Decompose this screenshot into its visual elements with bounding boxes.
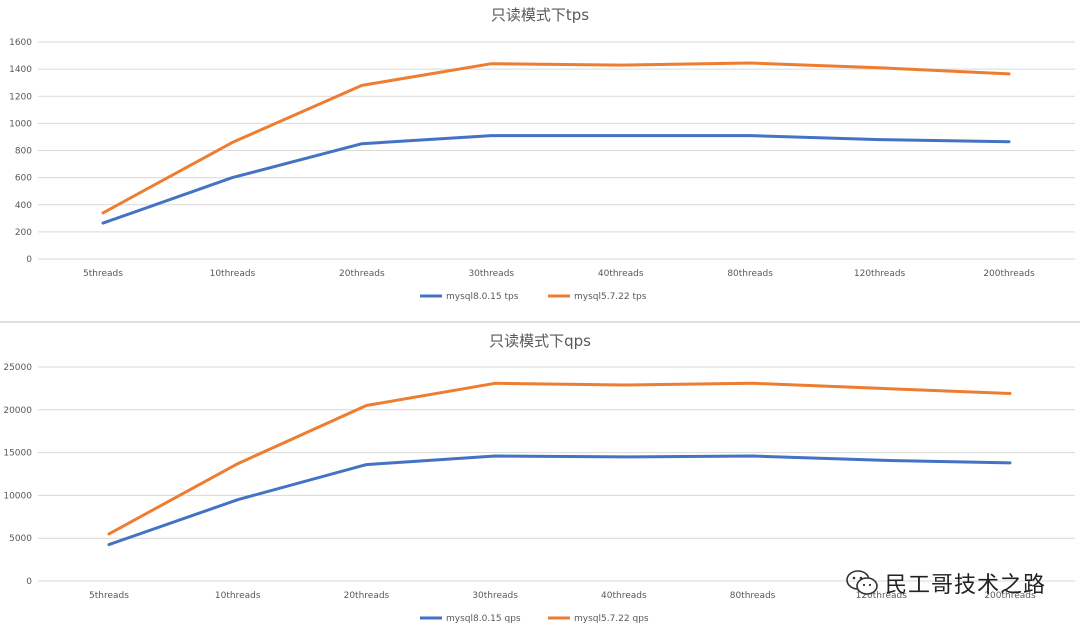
tps-chart: 只读模式下tps 0 200 400 600 800 1000 1200 1400 1600 5th… — [9, 6, 1075, 302]
x-tick-label: 120threads — [854, 269, 906, 279]
x-tick-label: 120threads — [856, 591, 908, 601]
x-tick-label: 20threads — [339, 269, 385, 279]
x-tick-label: 20threads — [344, 591, 390, 601]
y-tick-label: 0 — [26, 577, 32, 587]
legend-label: mysql5.7.22 tps — [574, 292, 647, 302]
chart-title: 只读模式下tps — [491, 6, 589, 24]
y-tick-label: 10000 — [3, 491, 32, 501]
series-line-0 — [101, 134, 1011, 225]
series-line-0 — [107, 454, 1012, 547]
y-tick-label: 400 — [15, 201, 32, 211]
x-tick-label: 30threads — [472, 591, 518, 601]
qps-chart: 只读模式下qps 0 5000 10000 15000 20000 25000 5thread… — [3, 332, 1075, 624]
x-tick-label: 10threads — [215, 591, 261, 601]
y-tick-label: 20000 — [3, 406, 32, 416]
legend-item: mysql8.0.15 qps — [420, 614, 521, 624]
chart-title: 只读模式下qps — [489, 332, 591, 350]
y-tick-label: 25000 — [3, 363, 32, 373]
y-tick-label: 200 — [15, 228, 32, 238]
x-tick-label: 200threads — [984, 591, 1036, 601]
legend-label: mysql8.0.15 qps — [446, 614, 521, 624]
y-tick-label: 5000 — [9, 534, 32, 544]
x-tick-label: 5threads — [89, 591, 129, 601]
x-tick-label: 200threads — [983, 269, 1035, 279]
x-tick-label: 40threads — [601, 591, 647, 601]
series-line-1 — [101, 61, 1011, 215]
x-tick-label: 80threads — [727, 269, 773, 279]
x-tick-label: 5threads — [83, 269, 123, 279]
y-tick-label: 1200 — [9, 92, 32, 102]
x-tick-label: 40threads — [598, 269, 644, 279]
x-tick-label: 30threads — [468, 269, 514, 279]
legend-item: mysql8.0.15 tps — [420, 292, 519, 302]
legend-label: mysql8.0.15 tps — [446, 292, 519, 302]
y-tick-label: 600 — [15, 174, 32, 184]
y-tick-label: 1400 — [9, 65, 32, 75]
series-line-1 — [107, 381, 1012, 536]
y-tick-label: 15000 — [3, 449, 32, 459]
legend-item: mysql5.7.22 qps — [548, 614, 649, 624]
y-tick-label: 1000 — [9, 119, 32, 129]
legend-item: mysql5.7.22 tps — [548, 292, 647, 302]
y-tick-label: 800 — [15, 147, 32, 157]
legend-label: mysql5.7.22 qps — [574, 614, 649, 624]
y-tick-label: 1600 — [9, 38, 32, 48]
x-tick-label: 10threads — [210, 269, 256, 279]
y-tick-label: 0 — [26, 255, 32, 265]
x-tick-label: 80threads — [730, 591, 776, 601]
